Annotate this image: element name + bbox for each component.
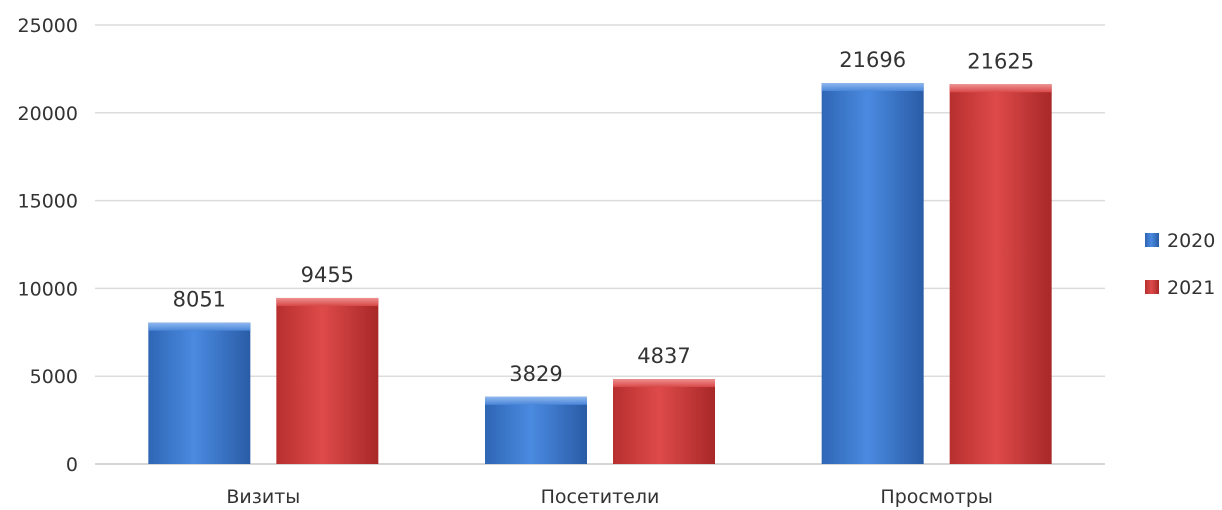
y-tick-label: 15000 [18, 191, 78, 213]
bar [148, 322, 251, 464]
data-label: 8051 [173, 288, 226, 312]
data-label: 3829 [509, 362, 562, 386]
y-tick-label: 25000 [18, 15, 78, 37]
data-label: 4837 [637, 344, 690, 368]
data-labels: 8051 9455 3829 4837 21696 21625 [173, 48, 1034, 386]
bar-body [148, 322, 251, 464]
data-label: 21696 [839, 48, 906, 72]
x-axis-categories: Визиты Посетители Просмотры [226, 486, 993, 508]
bar-body [485, 396, 587, 464]
legend-item: 2021 [1145, 277, 1215, 299]
y-axis-ticks: 0 5000 10000 15000 20000 25000 [18, 15, 78, 476]
bar [485, 396, 587, 464]
bars [148, 83, 1052, 464]
bar-top [613, 379, 715, 388]
bar [276, 297, 379, 464]
bar [949, 84, 1052, 464]
data-label: 9455 [301, 263, 354, 287]
category-label: Визиты [226, 486, 300, 508]
bar-top [276, 297, 379, 306]
legend-swatch [1145, 280, 1159, 294]
gridlines [95, 24, 1105, 465]
category-label: Посетители [541, 486, 660, 508]
bar [821, 83, 924, 464]
y-tick-label: 10000 [18, 278, 78, 300]
bar-top [148, 322, 251, 331]
data-label: 21625 [967, 49, 1034, 73]
y-tick-label: 5000 [30, 366, 78, 388]
bar-top [485, 396, 587, 405]
legend-swatch [1145, 233, 1159, 247]
legend: 2020 2021 [1145, 230, 1215, 299]
category-label: Просмотры [880, 486, 993, 508]
bar-body [821, 83, 924, 464]
y-tick-label: 20000 [18, 103, 78, 125]
bar-body [276, 297, 379, 464]
bar [613, 379, 715, 464]
bar-body [613, 379, 715, 464]
bar-top [821, 83, 924, 92]
bar-body [949, 84, 1052, 464]
legend-label: 2021 [1167, 277, 1215, 299]
bar-top [949, 84, 1052, 93]
legend-item: 2020 [1145, 230, 1215, 252]
y-tick-label: 0 [66, 454, 78, 476]
legend-label: 2020 [1167, 230, 1215, 252]
